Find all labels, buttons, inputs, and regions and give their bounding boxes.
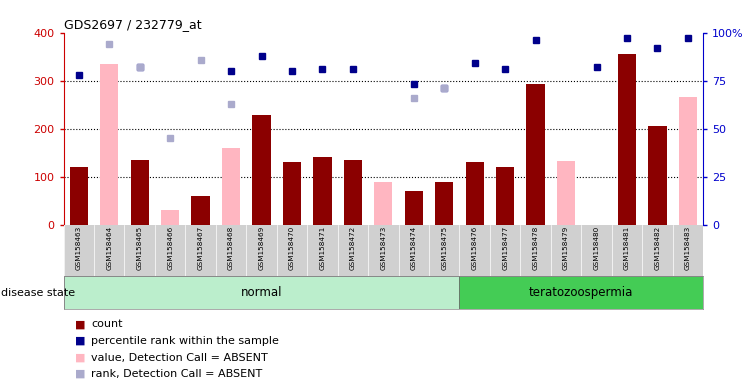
- Bar: [435, 182, 453, 225]
- Text: count: count: [91, 319, 123, 329]
- Text: GSM158473: GSM158473: [380, 226, 387, 270]
- Text: ■: ■: [75, 369, 85, 379]
- Text: percentile rank within the sample: percentile rank within the sample: [91, 336, 279, 346]
- Text: ■: ■: [75, 336, 85, 346]
- Bar: [283, 162, 301, 225]
- Text: teratozoospermia: teratozoospermia: [529, 286, 634, 299]
- Text: GSM158471: GSM158471: [319, 226, 325, 270]
- Text: GSM158466: GSM158466: [167, 226, 174, 270]
- Text: value, Detection Call = ABSENT: value, Detection Call = ABSENT: [91, 353, 268, 362]
- Bar: [618, 54, 636, 225]
- Text: GSM158483: GSM158483: [685, 226, 691, 270]
- Text: disease state: disease state: [1, 288, 76, 298]
- Text: GSM158469: GSM158469: [259, 226, 265, 270]
- Text: rank, Detection Call = ABSENT: rank, Detection Call = ABSENT: [91, 369, 263, 379]
- Text: GSM158470: GSM158470: [289, 226, 295, 270]
- Bar: [496, 167, 515, 225]
- Text: GDS2697 / 232779_at: GDS2697 / 232779_at: [64, 18, 201, 31]
- Text: GSM158474: GSM158474: [411, 226, 417, 270]
- Text: GSM158467: GSM158467: [197, 226, 203, 270]
- Text: GSM158480: GSM158480: [593, 226, 600, 270]
- Bar: [459, 276, 703, 309]
- Text: GSM158472: GSM158472: [350, 226, 356, 270]
- Bar: [100, 64, 118, 225]
- Text: GSM158479: GSM158479: [563, 226, 569, 270]
- Bar: [344, 160, 362, 225]
- Text: GSM158477: GSM158477: [502, 226, 508, 270]
- Bar: [678, 98, 697, 225]
- Bar: [405, 191, 423, 225]
- Text: ■: ■: [75, 319, 85, 329]
- Bar: [465, 162, 484, 225]
- Text: GSM158464: GSM158464: [106, 226, 112, 270]
- Text: GSM158468: GSM158468: [228, 226, 234, 270]
- Text: GSM158465: GSM158465: [137, 226, 143, 270]
- Bar: [313, 157, 331, 225]
- Bar: [374, 182, 393, 225]
- Bar: [64, 276, 459, 309]
- Bar: [557, 161, 575, 225]
- Bar: [131, 160, 149, 225]
- Text: GSM158478: GSM158478: [533, 226, 539, 270]
- Text: GSM158482: GSM158482: [654, 226, 660, 270]
- Bar: [70, 167, 88, 225]
- Bar: [252, 115, 271, 225]
- Text: GSM158476: GSM158476: [472, 226, 478, 270]
- Bar: [527, 84, 545, 225]
- Text: GSM158475: GSM158475: [441, 226, 447, 270]
- Bar: [191, 196, 209, 225]
- Bar: [161, 210, 180, 225]
- Text: normal: normal: [241, 286, 282, 299]
- Text: GSM158463: GSM158463: [76, 226, 82, 270]
- Bar: [649, 126, 666, 225]
- Text: ■: ■: [75, 353, 85, 362]
- Text: GSM158481: GSM158481: [624, 226, 630, 270]
- Bar: [222, 148, 240, 225]
